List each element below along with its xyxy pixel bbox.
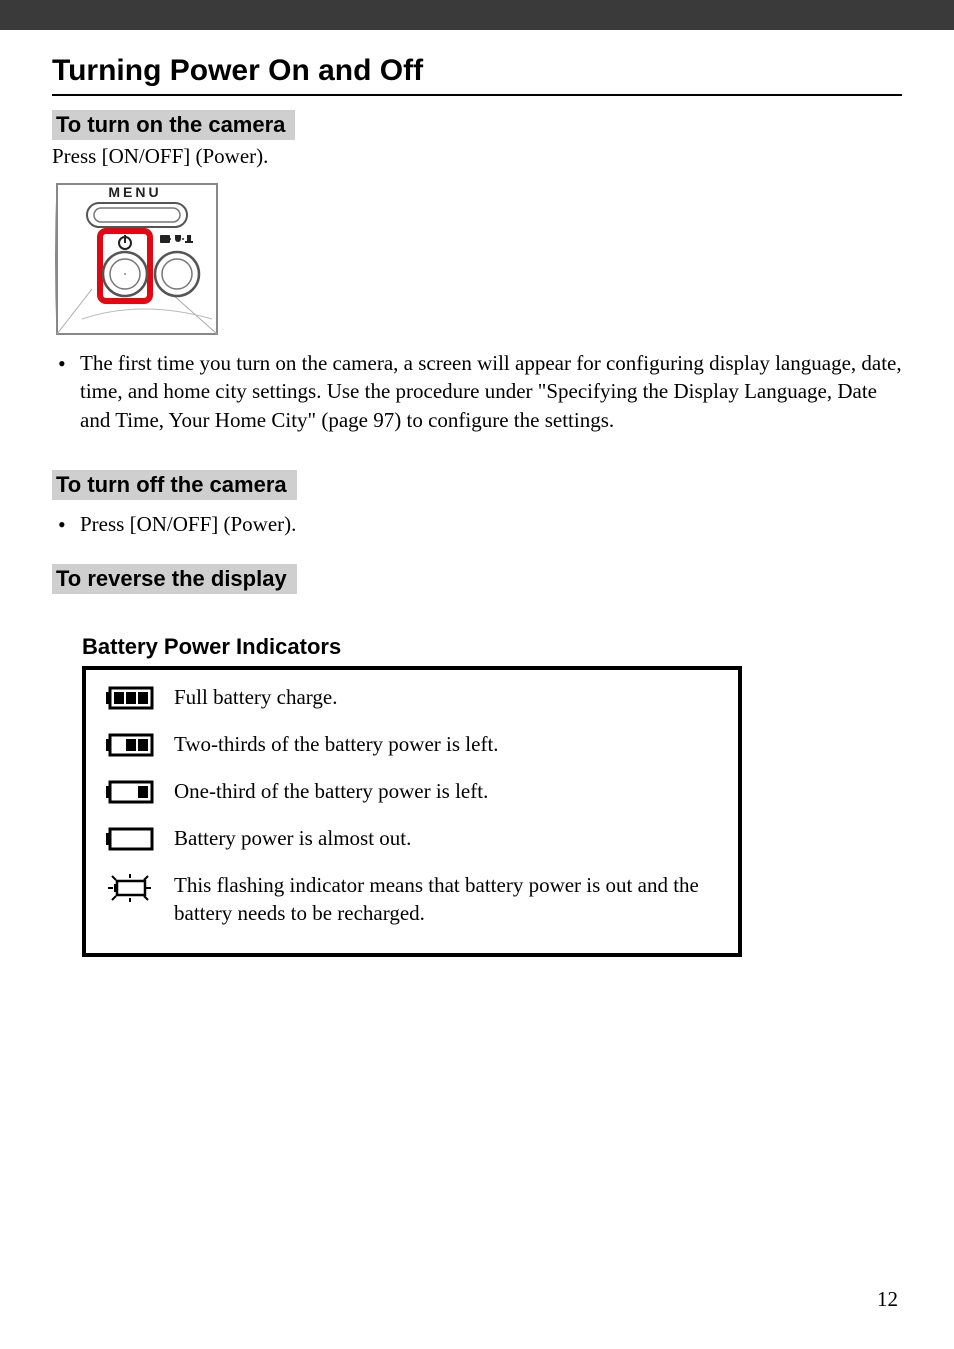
section-reverse-display: To reverse the display — [52, 548, 902, 594]
battery-twothirds-icon — [104, 731, 156, 764]
step-off-bullets: Press [ON/OFF] (Power). — [52, 510, 902, 538]
battery-low-icon — [104, 825, 156, 858]
step-off-label: To turn off the camera — [52, 470, 297, 500]
step-on-label: To turn on the camera — [52, 110, 295, 140]
battery-box: Full battery charge. Two-thirds of the b… — [82, 666, 742, 957]
battery-section: Battery Power Indicators Full battery ch… — [82, 634, 902, 957]
step-on-bullet-1: The first time you turn on the camera, a… — [52, 349, 902, 434]
step-off-bullet-1: Press [ON/OFF] (Power). — [52, 510, 902, 538]
step-on-bullets: The first time you turn on the camera, a… — [52, 349, 902, 434]
section-turn-on: To turn on the camera Press [ON/OFF] (Po… — [52, 96, 902, 434]
battery-row-full: Full battery charge. — [104, 684, 720, 717]
battery-full-icon — [104, 684, 156, 717]
header-top-bar — [0, 0, 954, 30]
page-headline: Turning Power On and Off — [52, 54, 902, 96]
step-on-instruction: Press [ON/OFF] (Power). — [52, 144, 902, 169]
svg-text:MENU: MENU — [108, 184, 161, 200]
battery-row-flashing: This flashing indicator means that batte… — [104, 872, 720, 927]
battery-full-desc: Full battery charge. — [174, 684, 720, 711]
battery-onethird-desc: One-third of the battery power is left. — [174, 778, 720, 805]
step-reverse-label: To reverse the display — [52, 564, 297, 594]
battery-onethird-icon — [104, 778, 156, 811]
battery-title: Battery Power Indicators — [82, 634, 902, 660]
battery-row-onethird: One-third of the battery power is left. — [104, 778, 720, 811]
battery-flashing-icon — [104, 872, 156, 909]
section-turn-off: To turn off the camera Press [ON/OFF] (P… — [52, 456, 902, 538]
page-number: 12 — [52, 1287, 902, 1332]
battery-low-desc: Battery power is almost out. — [174, 825, 720, 852]
battery-row-low: Battery power is almost out. — [104, 825, 720, 858]
battery-twothirds-desc: Two-thirds of the battery power is left. — [174, 731, 720, 758]
battery-row-twothirds: Two-thirds of the battery power is left. — [104, 731, 720, 764]
device-figure: MENU — [52, 179, 222, 339]
page-content: Turning Power On and Off To turn on the … — [0, 54, 954, 1332]
battery-flashing-desc: This flashing indicator means that batte… — [174, 872, 720, 927]
